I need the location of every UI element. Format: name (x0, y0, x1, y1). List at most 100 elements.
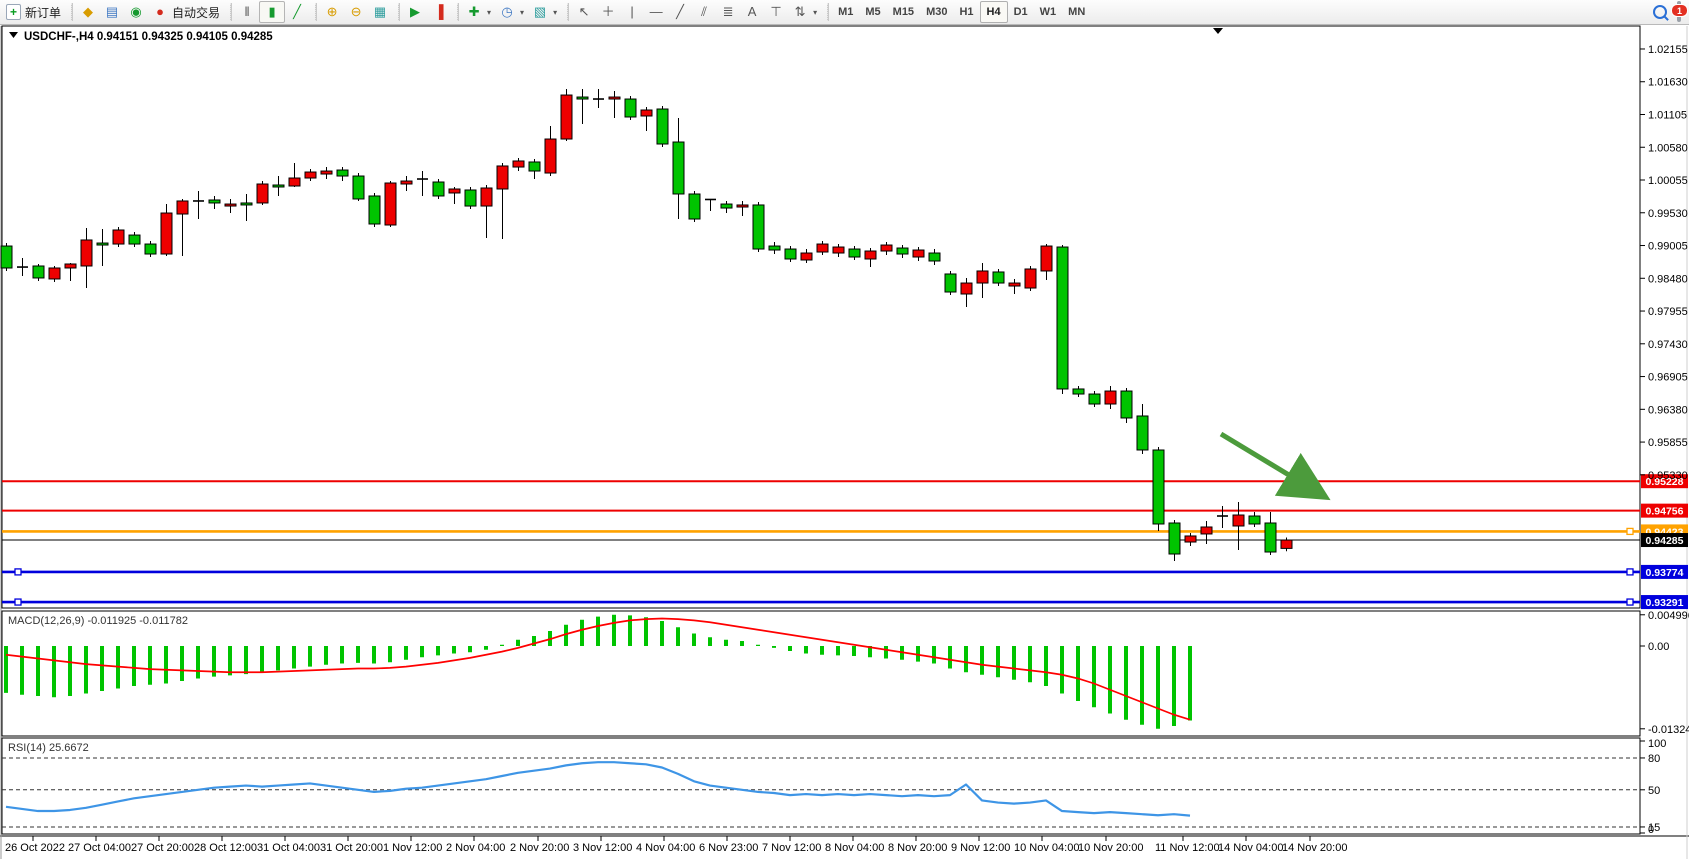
svg-text:1.00580: 1.00580 (1648, 142, 1688, 154)
svg-text:0.97955: 0.97955 (1648, 306, 1688, 318)
tab-mn[interactable]: MN (1068, 6, 1086, 18)
tab-w1[interactable]: W1 (1039, 6, 1057, 18)
autotrade-button[interactable]: ● 自动交易 (148, 1, 224, 23)
divider (398, 3, 401, 21)
vertical-line-tool-button[interactable]: | (620, 1, 644, 23)
macd-panel[interactable] (1, 610, 1641, 737)
navigator-button[interactable]: ◉ (124, 1, 148, 23)
chart-shift-button[interactable]: ▐ (427, 1, 451, 23)
tab-m30[interactable]: M30 (926, 6, 948, 18)
chart-canvas[interactable]: 0.952280.947560.944230.942850.937740.932… (0, 25, 1689, 865)
new-order-button[interactable]: + 新订单 (2, 1, 65, 23)
svg-text:26 Oct 2022: 26 Oct 2022 (5, 842, 65, 854)
candlesticks (0, 88, 1293, 561)
autotrade-label: 自动交易 (172, 5, 221, 20)
svg-text:0.95855: 0.95855 (1648, 437, 1688, 449)
tab-h1[interactable]: H1 (959, 6, 974, 18)
bar-chart-icon: ‖ (244, 4, 250, 19)
time-axis[interactable]: 26 Oct 2022 27 Oct 04:00 27 Oct 20:00 28 Oc… (5, 836, 1347, 854)
svg-text:0.96380: 0.96380 (1648, 404, 1688, 416)
cursor-icon: ↖ (578, 4, 590, 19)
svg-text:0.00: 0.00 (1648, 641, 1669, 653)
svg-text:6 Nov 23:00: 6 Nov 23:00 (699, 842, 758, 854)
line-chart-icon: ╱ (293, 4, 301, 19)
channel-tool-button[interactable]: ⫽ (692, 1, 716, 23)
horizontal-line-tool-button[interactable]: — (644, 1, 668, 23)
divider (827, 3, 830, 21)
svg-text:0.99005: 0.99005 (1648, 241, 1688, 253)
svg-text:14 Nov 20:00: 14 Nov 20:00 (1282, 842, 1347, 854)
svg-text:0.93774: 0.93774 (1646, 567, 1684, 579)
trendline-icon: ╱ (676, 4, 684, 19)
svg-text:2 Nov 20:00: 2 Nov 20:00 (510, 842, 569, 854)
svg-text:4 Nov 04:00: 4 Nov 04:00 (636, 842, 695, 854)
zoom-in-button[interactable]: ⊕ (320, 1, 344, 23)
divider (315, 3, 318, 21)
arrow-annotation[interactable] (1219, 431, 1331, 501)
text-label-tool-button[interactable]: ⊤ (764, 1, 788, 23)
text-tool-button[interactable]: A (740, 1, 764, 23)
notification-badge: 1 (1671, 4, 1688, 17)
svg-text:14 Nov 04:00: 14 Nov 04:00 (1218, 842, 1283, 854)
navigator-icon: ◉ (130, 4, 142, 19)
crosshair-tool-button[interactable]: ＋ (596, 1, 620, 23)
candle-chart-button[interactable]: ▮ (259, 1, 286, 23)
scroll-to-end-button[interactable]: ▶ (403, 1, 427, 23)
svg-text:0.96905: 0.96905 (1648, 372, 1688, 384)
templates-button[interactable]: ▧ ▾ (528, 1, 561, 23)
rsi-label: RSI(14) 25.6672 (8, 742, 89, 754)
tab-m1[interactable]: M1 (838, 6, 854, 18)
main-price-panel[interactable] (1, 25, 1641, 609)
svg-text:2 Nov 04:00: 2 Nov 04:00 (446, 842, 505, 854)
trendline-tool-button[interactable]: ╱ (668, 1, 692, 23)
chart-collapse-icon[interactable] (9, 32, 18, 38)
rsi-indicator: 100 80 50 150 (2, 738, 1666, 836)
notifications-button[interactable]: 1 (1671, 1, 1688, 22)
chart-shift-marker-icon[interactable] (1213, 28, 1223, 34)
zoom-out-button[interactable]: ⊖ (344, 1, 368, 23)
price-axis[interactable]: 1.02155 1.01630 1.01105 1.00580 1.00055 0.995… (1640, 44, 1688, 482)
search-icon[interactable] (1653, 5, 1667, 19)
indicators-button[interactable]: ✚ ▾ (462, 1, 495, 23)
line-chart-button[interactable]: ╱ (285, 1, 309, 23)
tab-m5[interactable]: M5 (865, 6, 881, 18)
svg-text:8 Nov 20:00: 8 Nov 20:00 (888, 842, 947, 854)
divider (230, 3, 233, 21)
svg-text:0.97430: 0.97430 (1648, 339, 1688, 351)
bar-chart-button[interactable]: ‖ (235, 1, 259, 23)
periods-button[interactable]: ◷ ▾ (495, 1, 528, 23)
svg-text:0.95228: 0.95228 (1646, 476, 1684, 488)
tab-h4[interactable]: H4 (979, 1, 1008, 23)
zoom-in-icon: ⊕ (326, 4, 338, 19)
equidistant-channel-icon: ⫽ (701, 4, 707, 19)
text-icon: A (747, 4, 757, 19)
vertical-line-icon: | (630, 4, 634, 19)
tab-d1[interactable]: D1 (1013, 6, 1028, 18)
periods-icon: ◷ (501, 4, 513, 19)
tile-windows-icon: ▦ (373, 4, 387, 19)
fibonacci-icon: ≣ (722, 4, 734, 19)
fibonacci-tool-button[interactable]: ≣ (716, 1, 740, 23)
divider (71, 3, 74, 21)
text-label-icon: ⊤ (770, 4, 782, 19)
tab-m15[interactable]: M15 (892, 6, 915, 18)
svg-text:1.02155: 1.02155 (1648, 44, 1688, 56)
arrows-tool-icon: ⇅ (794, 4, 806, 19)
svg-text:0.95330: 0.95330 (1648, 470, 1688, 482)
svg-text:80: 80 (1648, 753, 1660, 765)
chart-window: 0.95228 0.94756 0.94423 0.94285 0.93774 0.932… (0, 25, 1689, 865)
svg-text:1 Nov 12:00: 1 Nov 12:00 (383, 842, 442, 854)
horizontal-level-lines[interactable] (2, 480, 1640, 606)
indicators-icon: ✚ (468, 4, 480, 19)
cursor-tool-button[interactable]: ↖ (572, 1, 596, 23)
tile-windows-button[interactable]: ▦ (368, 1, 392, 23)
svg-text:3 Nov 12:00: 3 Nov 12:00 (573, 842, 632, 854)
arrows-tool-button[interactable]: ⇅ ▾ (788, 1, 821, 23)
chart-title: USDCHF-,H4 0.94151 0.94325 0.94105 0.942… (24, 31, 273, 43)
svg-text:9 Nov 12:00: 9 Nov 12:00 (951, 842, 1010, 854)
data-window-button[interactable]: ▤ (100, 1, 124, 23)
market-watch-button[interactable]: ◆ (76, 1, 100, 23)
svg-text:7 Nov 12:00: 7 Nov 12:00 (762, 842, 821, 854)
macd-label: MACD(12,26,9) -0.011925 -0.011782 (8, 615, 188, 627)
svg-text:0: 0 (1648, 824, 1654, 836)
